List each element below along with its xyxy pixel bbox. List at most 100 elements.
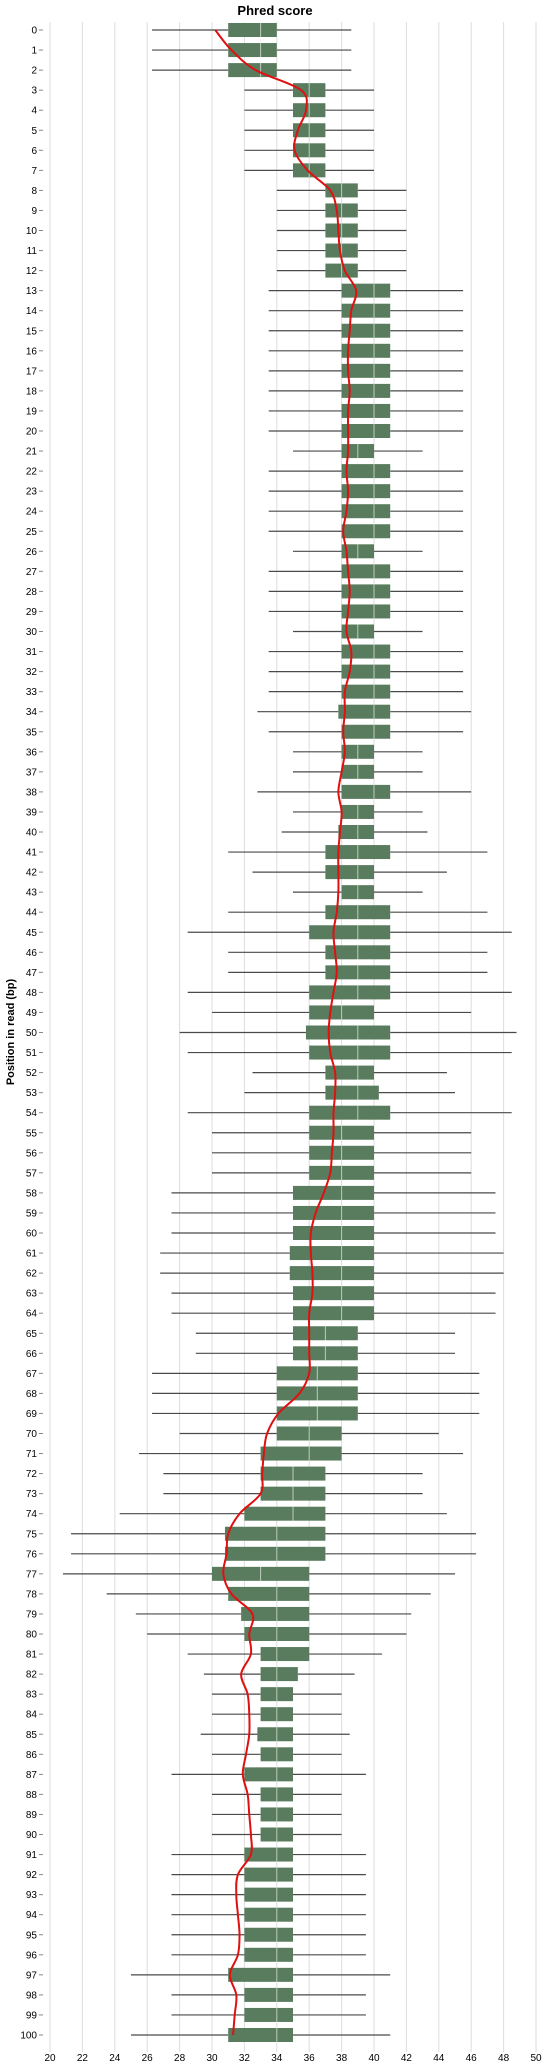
iqr-box (293, 1205, 374, 1220)
y-tick-label: 31 (26, 647, 38, 658)
iqr-box (309, 925, 391, 940)
iqr-box (341, 684, 391, 699)
box-position-44 (228, 905, 488, 920)
box-position-87 (171, 1767, 366, 1782)
box-position-71 (139, 1446, 464, 1461)
y-tick-label: 58 (26, 1188, 38, 1199)
box-position-90 (212, 1827, 342, 1842)
y-tick-label: 85 (26, 1730, 38, 1741)
box-position-21 (293, 444, 423, 459)
y-tick-label: 19 (26, 406, 38, 417)
iqr-box (244, 1867, 293, 1882)
box-position-52 (252, 1065, 447, 1080)
y-tick-label: 3 (31, 86, 37, 97)
y-tick-label: 0 (31, 26, 37, 37)
iqr-box (341, 664, 391, 679)
iqr-box (244, 1907, 293, 1922)
y-tick-label: 78 (26, 1589, 38, 1600)
y-tick-label: 36 (26, 747, 38, 758)
iqr-box (228, 43, 277, 58)
iqr-box (305, 1025, 391, 1040)
iqr-box (293, 1306, 374, 1321)
y-tick-label: 67 (26, 1369, 38, 1380)
y-tick-label: 54 (26, 1108, 38, 1119)
box-position-98 (171, 1987, 366, 2002)
y-tick-label: 48 (26, 988, 38, 999)
iqr-box (309, 985, 391, 1000)
box-position-15 (268, 323, 464, 338)
box-position-83 (212, 1687, 342, 1702)
iqr-box (224, 1546, 326, 1561)
iqr-box (341, 363, 391, 378)
iqr-box (244, 1947, 293, 1962)
box-position-81 (187, 1647, 383, 1662)
box-position-65 (195, 1326, 455, 1341)
x-tick-label: 44 (433, 2053, 445, 2064)
y-tick-label: 65 (26, 1329, 38, 1340)
iqr-box (341, 343, 391, 358)
iqr-box (341, 644, 391, 659)
iqr-box (260, 1446, 342, 1461)
box-position-24 (268, 504, 464, 519)
box-position-93 (171, 1887, 366, 1902)
iqr-box (325, 1065, 374, 1080)
iqr-box (244, 1887, 293, 1902)
y-tick-label: 73 (26, 1489, 38, 1500)
box-position-47 (228, 965, 488, 980)
box-position-20 (268, 424, 464, 438)
box-position-49 (212, 1005, 472, 1020)
box-position-68 (152, 1386, 480, 1401)
box-position-70 (179, 1426, 439, 1441)
iqr-box (341, 584, 391, 599)
iqr-box (341, 504, 391, 519)
y-tick-label: 98 (26, 1990, 38, 2001)
box-position-80 (147, 1627, 407, 1641)
y-tick-label: 77 (26, 1569, 38, 1580)
y-tick-label: 88 (26, 1790, 38, 1801)
iqr-box (224, 1526, 326, 1541)
box-position-5 (244, 123, 374, 138)
box-position-53 (244, 1085, 455, 1100)
iqr-box (241, 1606, 310, 1621)
y-tick-label: 47 (26, 968, 38, 979)
y-tick-label: 7 (31, 166, 37, 177)
y-tick-label: 24 (26, 507, 38, 518)
box-position-38 (257, 784, 472, 799)
y-tick-label: 32 (26, 667, 38, 678)
iqr-box (341, 724, 391, 739)
y-tick-label: 69 (26, 1409, 38, 1420)
box-position-77 (62, 1566, 455, 1581)
x-tick-label: 36 (304, 2053, 316, 2064)
box-position-34 (257, 704, 472, 719)
y-tick-label: 91 (26, 1850, 38, 1861)
box-position-73 (163, 1486, 423, 1501)
box-position-100 (131, 2028, 391, 2042)
y-tick-label: 8 (31, 186, 37, 197)
mean-quality-line (214, 29, 358, 2036)
y-tick-label: 68 (26, 1389, 38, 1400)
iqr-box (244, 1927, 293, 1942)
box-position-40 (281, 825, 428, 839)
box-position-56 (212, 1145, 472, 1160)
x-tick-label: 30 (206, 2053, 218, 2064)
iqr-box (338, 825, 374, 839)
box-series (62, 23, 517, 2042)
y-tick-label: 14 (26, 306, 38, 317)
y-tick-label: 62 (26, 1269, 38, 1280)
box-position-0 (152, 23, 352, 37)
box-position-51 (187, 1045, 512, 1060)
box-position-69 (152, 1406, 480, 1421)
y-tick-label: 17 (26, 366, 38, 377)
box-position-8 (276, 183, 407, 198)
iqr-box (341, 784, 391, 799)
box-position-18 (268, 383, 464, 398)
y-tick-label: 89 (26, 1810, 38, 1821)
box-position-26 (293, 544, 423, 559)
y-tick-label: 15 (26, 326, 38, 337)
box-position-16 (268, 343, 464, 358)
box-position-66 (195, 1346, 455, 1361)
box-position-64 (171, 1306, 496, 1321)
y-tick-label: 44 (26, 908, 38, 919)
box-position-57 (212, 1165, 472, 1180)
box-position-9 (276, 203, 407, 218)
